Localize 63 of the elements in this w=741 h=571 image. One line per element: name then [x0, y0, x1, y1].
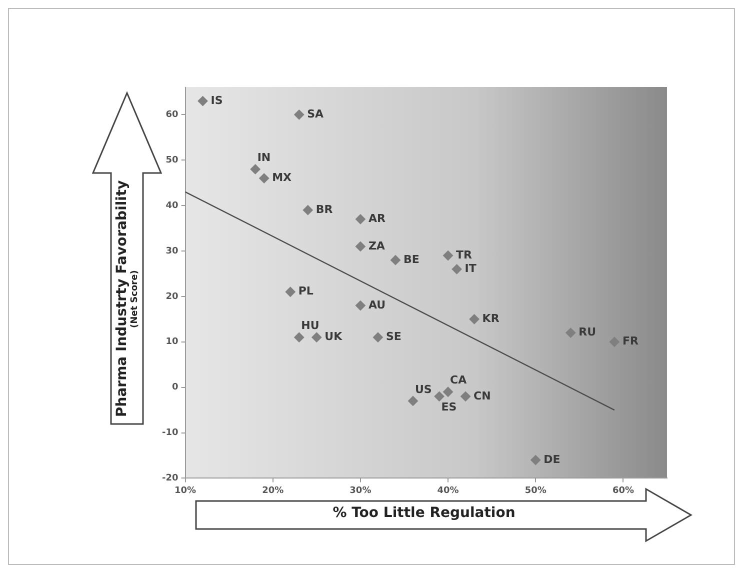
point	[460, 391, 471, 402]
point	[372, 332, 383, 342]
annotation: HU	[301, 319, 320, 332]
y-tick-label: 40	[166, 200, 178, 211]
point	[355, 241, 366, 252]
x-tick-label: 60%	[612, 486, 634, 496]
annotation: IT	[464, 262, 477, 276]
point	[312, 332, 322, 342]
annotation: BR	[316, 202, 334, 216]
point	[250, 164, 260, 174]
annotation: ZA	[368, 239, 386, 252]
point	[259, 173, 270, 184]
y-axis-title: Pharma Industrty Favorability (Net Score)	[114, 180, 140, 418]
annotation: RU	[578, 326, 596, 339]
annotation: DE	[544, 452, 560, 466]
point	[609, 336, 620, 347]
annotation: PL	[298, 284, 314, 298]
x-tick-label: 50%	[524, 486, 546, 496]
x-tick-label: 40%	[437, 486, 459, 496]
annotation: CA	[450, 374, 468, 387]
point	[355, 300, 366, 311]
point	[294, 110, 304, 120]
annotation: MX	[272, 171, 292, 184]
y-tick-label: 60	[166, 110, 178, 120]
y-tick-label: 20	[166, 292, 178, 302]
annotation: TR	[456, 248, 473, 262]
y-tick-label: 10	[166, 337, 178, 348]
annotation: KR	[482, 312, 500, 326]
annotation: IN	[257, 151, 271, 164]
y-tick-label: 0	[172, 382, 178, 393]
x-tick-label: 30%	[350, 486, 372, 496]
point	[452, 264, 462, 274]
point	[530, 455, 541, 466]
point	[443, 250, 454, 261]
point	[302, 205, 313, 216]
point	[408, 396, 418, 406]
annotation: SA	[307, 108, 324, 121]
y-tick-label: 30	[166, 246, 178, 256]
annotation: US	[414, 382, 432, 396]
annotation: AR	[368, 212, 386, 226]
annotation: FR	[622, 334, 639, 348]
x-tick-label: 10%	[174, 486, 196, 496]
y-tick-label: -10	[162, 428, 178, 438]
y-tick-label: -20	[162, 474, 178, 484]
point	[294, 332, 304, 342]
annotation: CN	[474, 389, 491, 402]
annotation: ES	[441, 400, 457, 414]
point	[469, 314, 480, 324]
point	[355, 214, 366, 224]
annotation: SE	[386, 330, 402, 344]
x-tick-label: 20%	[262, 486, 284, 496]
y-tick-label: 50	[166, 155, 178, 166]
annotation: BE	[403, 252, 420, 266]
point	[566, 328, 576, 338]
point	[390, 255, 400, 266]
point	[198, 96, 208, 106]
annotation: UK	[324, 330, 343, 344]
x-axis-title: % Too Little Regulation	[332, 505, 516, 521]
point	[285, 286, 296, 297]
annotation: AU	[368, 298, 386, 312]
annotation: IS	[210, 94, 223, 107]
point	[443, 386, 454, 397]
point	[434, 391, 444, 402]
